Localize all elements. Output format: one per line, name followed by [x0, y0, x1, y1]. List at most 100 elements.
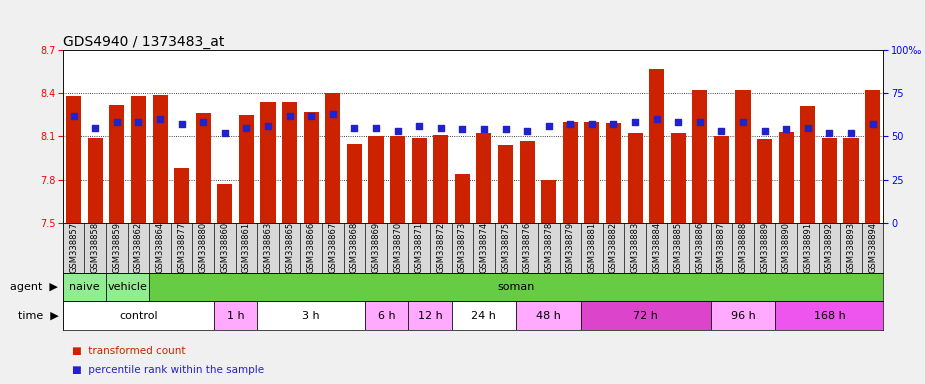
Bar [562, 122, 578, 223]
Text: 168 h: 168 h [813, 311, 845, 321]
Bar [301, 223, 322, 273]
Text: ■  percentile rank within the sample: ■ percentile rank within the sample [72, 365, 265, 375]
Bar [128, 223, 149, 273]
Bar [278, 223, 301, 273]
Bar [131, 96, 146, 223]
Point [326, 111, 340, 117]
Bar [109, 104, 125, 223]
Point [217, 130, 232, 136]
Text: GSM338890: GSM338890 [782, 222, 791, 273]
Text: GSM338863: GSM338863 [264, 222, 273, 273]
Point [822, 130, 837, 136]
Text: GSM338892: GSM338892 [825, 222, 834, 273]
Text: control: control [119, 311, 158, 321]
Text: GSM338886: GSM338886 [696, 222, 704, 273]
Bar [326, 93, 340, 223]
Point [174, 121, 189, 127]
Text: GSM338889: GSM338889 [760, 222, 769, 273]
Point [585, 121, 599, 127]
Point [455, 126, 470, 132]
Bar [236, 223, 257, 273]
Bar [516, 223, 538, 273]
Text: GSM338893: GSM338893 [846, 222, 856, 273]
Text: GSM338877: GSM338877 [178, 222, 186, 273]
Text: time  ▶: time ▶ [18, 311, 58, 321]
Bar [387, 223, 408, 273]
Bar [646, 223, 668, 273]
Point [109, 119, 124, 126]
Text: GSM338857: GSM338857 [69, 222, 79, 273]
Bar [821, 138, 837, 223]
Text: GSM338858: GSM338858 [91, 222, 100, 273]
Text: GSM338882: GSM338882 [609, 222, 618, 273]
Text: GSM338888: GSM338888 [738, 222, 747, 273]
Bar [149, 223, 171, 273]
Point [628, 119, 643, 126]
Bar [520, 141, 535, 223]
Bar [800, 106, 815, 223]
Text: GSM338869: GSM338869 [372, 222, 380, 273]
Point [196, 119, 211, 126]
Text: GSM338876: GSM338876 [523, 222, 532, 273]
Point [67, 113, 81, 119]
Bar [757, 139, 772, 223]
Bar [368, 136, 384, 223]
Text: GSM338891: GSM338891 [803, 222, 812, 273]
Bar [603, 223, 624, 273]
Point [649, 116, 664, 122]
Bar [217, 184, 232, 223]
Bar [476, 134, 491, 223]
Point [153, 116, 167, 122]
Bar [257, 301, 365, 330]
Text: GSM338867: GSM338867 [328, 222, 338, 273]
Text: GSM338880: GSM338880 [199, 222, 208, 273]
Point [282, 113, 297, 119]
Bar [735, 90, 750, 223]
Text: GSM338887: GSM338887 [717, 222, 726, 273]
Point [865, 121, 880, 127]
Bar [710, 301, 775, 330]
Text: 48 h: 48 h [536, 311, 561, 321]
Bar [282, 102, 297, 223]
Text: GSM338862: GSM338862 [134, 222, 143, 273]
Bar [627, 134, 643, 223]
Bar [779, 132, 794, 223]
Bar [412, 138, 426, 223]
Text: GSM338874: GSM338874 [479, 222, 488, 273]
Text: 12 h: 12 h [417, 311, 442, 321]
Bar [692, 90, 708, 223]
Bar [430, 223, 451, 273]
Bar [239, 115, 254, 223]
Bar [63, 301, 214, 330]
Text: GSM338864: GSM338864 [155, 222, 165, 273]
Text: 96 h: 96 h [731, 311, 756, 321]
Bar [408, 223, 430, 273]
Bar [192, 223, 214, 273]
Bar [689, 223, 710, 273]
Bar [451, 301, 516, 330]
Point [800, 125, 815, 131]
Text: GDS4940 / 1373483_at: GDS4940 / 1373483_at [63, 35, 224, 49]
Bar [649, 69, 664, 223]
Point [433, 125, 448, 131]
Text: 3 h: 3 h [302, 311, 320, 321]
Point [844, 130, 858, 136]
Bar [714, 136, 729, 223]
Bar [171, 223, 192, 273]
Bar [585, 122, 599, 223]
Bar [581, 301, 710, 330]
Bar [498, 145, 513, 223]
Point [735, 119, 750, 126]
Text: GSM338879: GSM338879 [566, 222, 574, 273]
Text: GSM338859: GSM338859 [112, 222, 121, 273]
Bar [797, 223, 819, 273]
Text: naive: naive [69, 282, 100, 292]
Point [88, 125, 103, 131]
Bar [214, 223, 236, 273]
Text: 72 h: 72 h [634, 311, 659, 321]
Bar [365, 301, 408, 330]
Bar [733, 223, 754, 273]
Bar [343, 223, 365, 273]
Point [541, 123, 556, 129]
Bar [408, 301, 451, 330]
